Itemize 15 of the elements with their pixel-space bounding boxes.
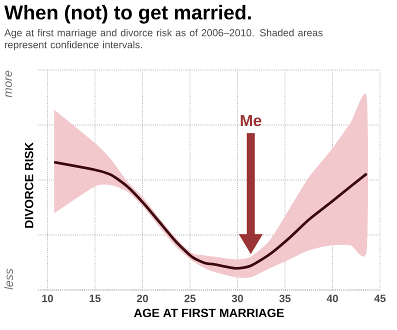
x-tick-label: 40	[326, 294, 338, 302]
x-tick-label: 10	[42, 294, 53, 302]
x-tick-label: 25	[184, 294, 196, 302]
x-axis-title: AGE AT FIRST MARRIAGE	[134, 308, 284, 318]
text: less	[4, 268, 14, 290]
chart-title: When (not) to get married.	[4, 4, 251, 24]
text: more	[5, 70, 12, 98]
chart-subtitle: Age at first marriage and divorce risk as of 2006–2010. Shaded areas represent confidence intervals.	[4, 28, 323, 50]
x-tick-label: 15	[90, 294, 101, 302]
x-tick-label: 45	[374, 294, 386, 302]
y-axis-title: DIVORCE RISK	[24, 142, 34, 228]
x-tick-label: 35	[279, 294, 291, 302]
x-tick-label: 20	[136, 294, 148, 302]
x-tick-label: 30	[232, 294, 243, 302]
text: Me	[240, 115, 262, 126]
